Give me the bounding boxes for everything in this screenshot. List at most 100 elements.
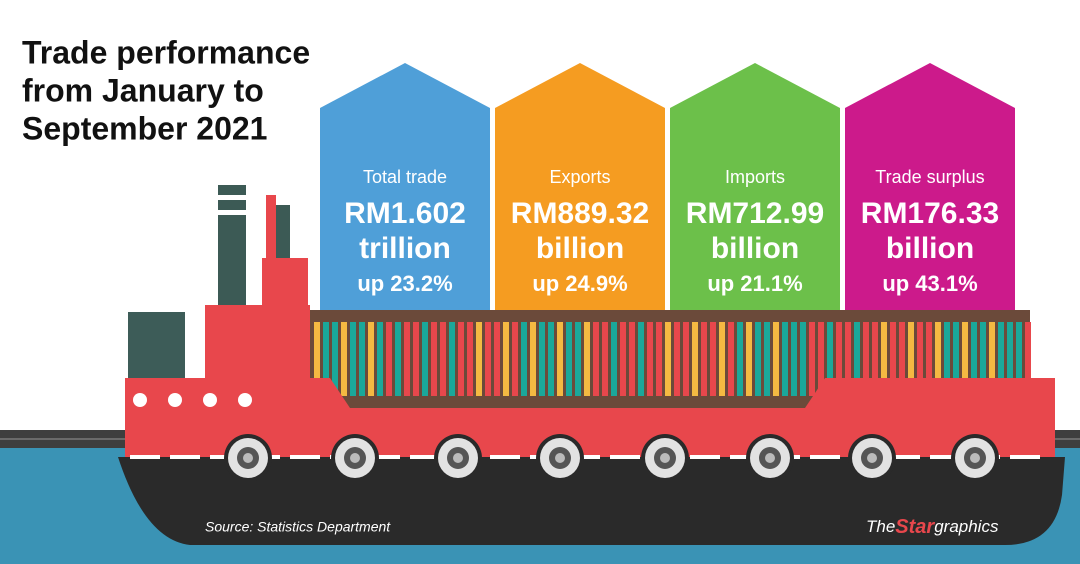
container-stripe bbox=[503, 322, 509, 396]
wheel-hub bbox=[867, 453, 877, 463]
container-stripe bbox=[377, 322, 383, 396]
container-stripe bbox=[494, 322, 500, 396]
container-stripe bbox=[647, 322, 653, 396]
card-unit: billion bbox=[886, 232, 974, 265]
wheel-hub bbox=[765, 453, 775, 463]
brand: TheStargraphics bbox=[866, 516, 999, 538]
container-stripe bbox=[998, 322, 1004, 396]
brand-graphics: graphics bbox=[934, 517, 999, 536]
wheel-hub bbox=[243, 453, 253, 463]
card-change: up 23.2% bbox=[357, 271, 452, 296]
container-stripe bbox=[899, 322, 905, 396]
container-stripe bbox=[908, 322, 914, 396]
container-stripe bbox=[593, 322, 599, 396]
card-label: Trade surplus bbox=[875, 167, 984, 187]
container-stripe bbox=[413, 322, 419, 396]
container-stripe bbox=[440, 322, 446, 396]
wheel-hub bbox=[453, 453, 463, 463]
funnel-stripe bbox=[218, 195, 246, 200]
container-stripe bbox=[818, 322, 824, 396]
card-label: Total trade bbox=[363, 167, 447, 187]
card bbox=[670, 63, 840, 310]
container-stripe bbox=[611, 322, 617, 396]
container-stripe bbox=[323, 322, 329, 396]
card bbox=[845, 63, 1015, 310]
container-stripe bbox=[935, 322, 941, 396]
container-stripe bbox=[719, 322, 725, 396]
porthole bbox=[203, 393, 217, 407]
container-stripe bbox=[1016, 322, 1022, 396]
container-stripe bbox=[980, 322, 986, 396]
container-stripe bbox=[836, 322, 842, 396]
container-stripe bbox=[431, 322, 437, 396]
container-stripe bbox=[512, 322, 518, 396]
container-stripe bbox=[620, 322, 626, 396]
card-unit: trillion bbox=[359, 232, 451, 265]
wheels bbox=[224, 434, 999, 482]
wheel-hub bbox=[350, 453, 360, 463]
card bbox=[320, 63, 490, 310]
card-change: up 24.9% bbox=[532, 271, 627, 296]
container-stripe bbox=[332, 322, 338, 396]
container-stripe bbox=[701, 322, 707, 396]
container-stripe bbox=[575, 322, 581, 396]
container-stripe bbox=[854, 322, 860, 396]
container-stripe bbox=[755, 322, 761, 396]
container-stripe bbox=[458, 322, 464, 396]
container-stripe bbox=[782, 322, 788, 396]
container-stripe bbox=[674, 322, 680, 396]
wheel-hub bbox=[970, 453, 980, 463]
container-stripe bbox=[728, 322, 734, 396]
container-stripe bbox=[746, 322, 752, 396]
container-stripe bbox=[530, 322, 536, 396]
container-stripe bbox=[962, 322, 968, 396]
card bbox=[495, 63, 665, 310]
funnel bbox=[218, 185, 246, 310]
container-stripe bbox=[971, 322, 977, 396]
title-line: Trade performance bbox=[22, 34, 310, 70]
container-stripe bbox=[809, 322, 815, 396]
source: Source: Statistics Department bbox=[205, 519, 391, 535]
card-amount: RM1.602 bbox=[344, 197, 466, 230]
title-line: from January to bbox=[22, 72, 264, 108]
container-stripe bbox=[710, 322, 716, 396]
funnel bbox=[276, 205, 290, 265]
container-stripe bbox=[368, 322, 374, 396]
container-stripe bbox=[566, 322, 572, 396]
porthole bbox=[168, 393, 182, 407]
container-stripe bbox=[404, 322, 410, 396]
container-stripe bbox=[692, 322, 698, 396]
container-stripe bbox=[944, 322, 950, 396]
container-stripe bbox=[872, 322, 878, 396]
container-stripe bbox=[629, 322, 635, 396]
card-amount: RM712.99 bbox=[686, 197, 824, 230]
container-stripe bbox=[953, 322, 959, 396]
container-stripe bbox=[548, 322, 554, 396]
container-stripe bbox=[467, 322, 473, 396]
card-label: Exports bbox=[549, 167, 610, 187]
card-unit: billion bbox=[711, 232, 799, 265]
container-stripe bbox=[764, 322, 770, 396]
card-unit: billion bbox=[536, 232, 624, 265]
brand-star: Star bbox=[895, 516, 935, 538]
container-stripe bbox=[314, 322, 320, 396]
deck-box bbox=[128, 312, 185, 378]
container-stripe bbox=[602, 322, 608, 396]
bridge-top bbox=[262, 258, 308, 310]
container-stripe bbox=[917, 322, 923, 396]
container-stripe bbox=[881, 322, 887, 396]
container-stripe bbox=[521, 322, 527, 396]
container-stripe bbox=[827, 322, 833, 396]
container-stripe bbox=[656, 322, 662, 396]
container-stripe bbox=[341, 322, 347, 396]
container-stripe bbox=[926, 322, 932, 396]
container-stripe bbox=[359, 322, 365, 396]
container-stripe bbox=[791, 322, 797, 396]
container-stripe bbox=[1007, 322, 1013, 396]
title-line: September 2021 bbox=[22, 110, 267, 146]
card-change: up 43.1% bbox=[882, 271, 977, 296]
container-stripe bbox=[800, 322, 806, 396]
container-stripe bbox=[890, 322, 896, 396]
